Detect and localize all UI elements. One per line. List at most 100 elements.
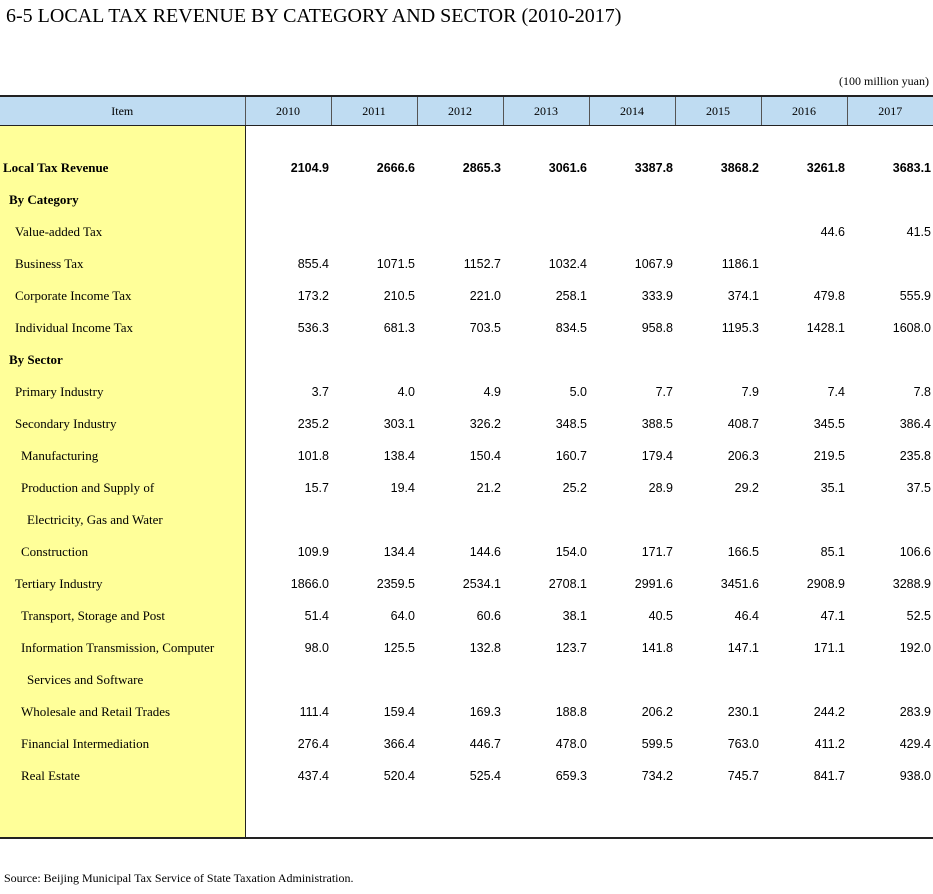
value-cell: 38.1 [562,609,587,623]
value-cell: 4.9 [483,385,501,399]
value-cell [245,216,331,248]
value-cell [245,184,331,216]
value-cell: 1866.0 [290,577,329,591]
row-label: Primary Industry [0,376,246,408]
value-cell: 681.3 [383,321,415,335]
value-cell: 834.5 [555,321,587,335]
table-row: Real Estate 437.4 520.4 525.4 659.3 734.2 745.… [0,760,933,792]
value-cell: 4.0 [397,385,415,399]
value-cell: 2908.9 [806,577,845,591]
value-cell: 763.0 [727,737,759,751]
value-cell: 188.8 [555,705,587,719]
value-cell [331,664,417,696]
value-cell: 19.4 [390,481,415,495]
value-cell [245,664,331,696]
value-cell: 3061.6 [548,161,587,175]
value-cell: 3451.6 [720,577,759,591]
row-label: Services and Software [0,664,246,696]
value-cell: 60.6 [476,609,501,623]
header-row: Item 2010 2011 2012 2013 2014 2015 2016 … [0,95,933,126]
value-cell: 333.9 [641,289,673,303]
row-label: Financial Intermediation [0,728,246,760]
value-cell: 386.4 [899,417,931,431]
value-cell: 150.4 [469,449,501,463]
value-cell: 206.2 [641,705,673,719]
value-cell: 64.0 [390,609,415,623]
header-year: 2017 [847,95,933,126]
value-cell: 21.2 [476,481,501,495]
value-cell: 111.4 [299,705,329,719]
value-cell: 230.1 [727,705,759,719]
value-cell [503,184,589,216]
value-cell: 52.5 [906,609,931,623]
data-table-container: Item 2010 2011 2012 2013 2014 2015 2016 … [0,95,933,839]
header-year: 2011 [331,95,418,126]
value-cell: 745.7 [727,769,759,783]
value-cell: 408.7 [727,417,759,431]
value-cell: 85.1 [820,545,845,559]
value-cell: 938.0 [899,769,931,783]
value-cell: 7.7 [655,385,673,399]
value-cell: 1071.5 [376,257,415,271]
value-cell [589,216,675,248]
value-cell: 3288.9 [892,577,931,591]
row-label: Corporate Income Tax [0,280,246,312]
tax-revenue-table: Item 2010 2011 2012 2013 2014 2015 2016 … [0,95,933,839]
value-cell: 206.3 [727,449,759,463]
value-cell: 47.1 [820,609,845,623]
value-cell: 555.9 [899,289,931,303]
header-year: 2015 [675,95,762,126]
value-cell: 138.4 [383,449,415,463]
value-cell [589,504,675,536]
value-cell [417,184,503,216]
value-cell: 478.0 [555,737,587,751]
row-label: Individual Income Tax [0,312,246,344]
value-cell: 2359.5 [376,577,415,591]
value-cell: 154.0 [555,545,587,559]
table-row: Individual Income Tax 536.3 681.3 703.5 834.… [0,312,933,344]
value-cell: 2865.3 [462,161,501,175]
row-label: Secondary Industry [0,408,246,440]
value-cell [761,184,847,216]
table-bottom-rule [0,792,933,839]
value-cell: 147.1 [727,641,759,655]
value-cell: 411.2 [814,737,845,751]
value-cell: 958.8 [641,321,673,335]
row-label: Tertiary Industry [0,568,246,600]
value-cell: 132.8 [469,641,501,655]
value-cell [589,344,675,376]
value-cell: 348.5 [555,417,587,431]
value-cell [847,344,933,376]
value-cell [675,664,761,696]
row-label: Transport, Storage and Post [0,600,246,632]
table-row: By Sector [0,344,933,376]
value-cell: 659.3 [555,769,587,783]
value-cell [847,248,933,280]
row-label: By Category [0,184,246,216]
table-row: Secondary Industry 235.2 303.1 326.2 348.5 38… [0,408,933,440]
value-cell [675,184,761,216]
value-cell [417,216,503,248]
value-cell: 520.4 [383,769,415,783]
row-label: Electricity, Gas and Water [0,504,246,536]
value-cell [245,504,331,536]
value-cell: 7.9 [741,385,759,399]
source-note: Source: Beijing Municipal Tax Service of… [4,871,354,885]
header-item: Item [0,95,246,126]
value-cell: 388.5 [641,417,673,431]
value-cell [761,248,847,280]
value-cell: 171.7 [641,545,673,559]
value-cell: 437.4 [297,769,329,783]
row-label: Real Estate [0,760,246,792]
value-cell [417,504,503,536]
value-cell: 235.8 [899,449,931,463]
table-row: By Category [0,184,933,216]
value-cell: 536.3 [297,321,329,335]
value-cell: 479.8 [813,289,845,303]
value-cell: 734.2 [641,769,673,783]
value-cell [589,184,675,216]
value-cell: 160.7 [555,449,587,463]
value-cell: 283.9 [899,705,931,719]
spacer-row [0,125,933,152]
value-cell: 326.2 [469,417,501,431]
